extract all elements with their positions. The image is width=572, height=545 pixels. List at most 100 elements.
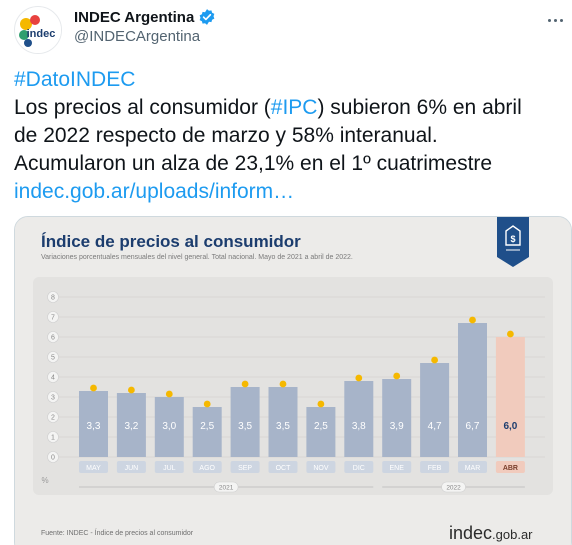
bar-value-label: 2,5 [200,421,214,432]
bar-ene [382,379,412,457]
bar-jul [154,397,184,457]
y-tick-bubble [47,291,59,303]
bar-value-label: 3,5 [276,421,290,432]
x-category-label: MAY [86,465,101,472]
bar-dic [344,381,374,457]
x-category-pill [154,461,184,473]
x-category-pill [495,461,525,473]
bar-feb [420,363,450,457]
bar-value-label: 3,0 [162,421,176,432]
bar-marker [241,380,249,388]
more-options-icon[interactable] [544,10,566,30]
bar-abr [495,337,525,457]
bar-value-label: 3,2 [124,421,138,432]
bar-marker [317,400,325,408]
year-groups: 2021 2022 [79,481,525,493]
x-category-pill [458,461,487,473]
bar-value-label: 4,7 [428,421,442,432]
avatar-text: indec [27,28,56,40]
bar-marker [203,400,211,408]
brand-name: indec [449,523,492,543]
x-category-label: NOV [313,465,329,472]
y-tick-label: 8 [51,295,55,302]
x-category-label: DIC [353,465,365,472]
bar-marker [128,386,135,394]
hashtag-datoindec[interactable]: #DatoINDEC [14,68,136,91]
y-tick-bubble [47,331,59,343]
report-link[interactable]: indec.gob.ar/uploads/inform… [14,180,295,203]
bar-value-label: 6,0 [503,421,517,432]
bar-jun [116,393,146,457]
tweet-text: #DatoINDEC Los precios al consumidor (#I… [14,66,564,206]
y-tick-bubble [47,371,59,383]
y-tick-label: 0 [51,455,55,462]
x-category-label: ABR [503,465,518,472]
bar-value-label: 3,3 [87,421,101,432]
bar-marker [469,316,476,324]
infographic-subtitle: Variaciones porcentuales mensuales del n… [41,254,353,261]
x-category-pill [344,461,374,473]
y-tick-label: 4 [51,375,55,382]
x-axis: MAY JUN JUL AGO SEP OCT NOV DIC ENE FEB MAR ABR [79,461,525,473]
bar-sep [230,387,260,457]
x-category-label: JUN [125,465,139,472]
bar-series: 3,3 3,2 3,0 2,5 3,5 3,5 2,5 3,8 3,9 4,7 6,7 6,0 [79,316,525,457]
brand-logo-text: indec.gob.ar [449,523,533,543]
avatar[interactable]: indec [14,6,62,54]
display-name[interactable]: INDEC Argentina [74,8,195,26]
y-tick-bubble [47,411,59,423]
y-tick-bubble [47,451,59,463]
x-category-label: OCT [276,465,292,472]
year-group-pill [213,481,239,493]
x-category-pill [306,461,336,473]
bar-value-label: 3,9 [390,421,404,432]
y-tick-label: 6 [51,335,55,342]
source-note: Fuente: INDEC - Índice de precios al con… [41,528,194,537]
x-category-label: JUL [163,465,176,472]
y-tick-bubble [47,351,59,363]
tweet-line-1-pre: Los precios al consumidor ( [14,96,271,119]
hashtag-ipc[interactable]: #IPC [270,96,318,119]
x-category-label: ENE [389,465,404,472]
bar-marker [279,380,287,388]
bar-marker [355,374,363,382]
author-name-row: INDEC Argentina [74,8,216,26]
bar-marker [90,384,97,392]
tweet-line-1-post: ) subieron 6% en abril [317,96,522,119]
bar-value-label: 3,5 [238,421,252,432]
x-category-pill [382,461,412,473]
bar-value-label: 2,5 [314,421,328,432]
y-tick-label: 3 [51,395,55,402]
verified-badge-icon [199,9,215,25]
svg-text:$: $ [510,234,515,244]
bar-oct [268,387,298,457]
year-group-label: 2021 [219,485,234,492]
tweet-media-infographic[interactable]: Índice de precios al consumidor Variacio… [14,216,572,545]
bar-mar [458,323,487,457]
y-axis-label: % [41,476,48,485]
tweet-line-3: Acumularon un alza de 23,1% en el 1º cua… [14,152,493,175]
y-tick-label: 2 [51,415,55,422]
bar-value-label: 3,8 [352,421,366,432]
bar-ago [192,407,222,457]
x-category-pill [116,461,146,473]
tweet-line-2: de 2022 respecto de marzo y 58% interanu… [14,124,438,147]
bar-marker [165,390,173,398]
bar-marker [507,330,514,338]
y-axis: 0 1 2 3 4 5 6 7 8 [47,291,59,463]
bar-marker [431,356,438,364]
price-tag-dollar-icon: $ [497,217,529,267]
indec-logo-icon: indec [16,8,61,53]
x-category-pill [192,461,222,473]
bar-nov [306,407,336,457]
y-tick-label: 5 [51,355,55,362]
bar-marker [393,372,401,380]
x-category-pill [230,461,260,473]
x-category-label: MAR [465,465,481,472]
y-tick-bubble [47,311,59,323]
x-category-pill [79,461,108,473]
y-tick-label: 1 [51,435,55,442]
year-group-pill [441,481,466,493]
brand-suffix: .gob.ar [492,527,533,542]
handle[interactable]: @INDECArgentina [74,28,201,45]
